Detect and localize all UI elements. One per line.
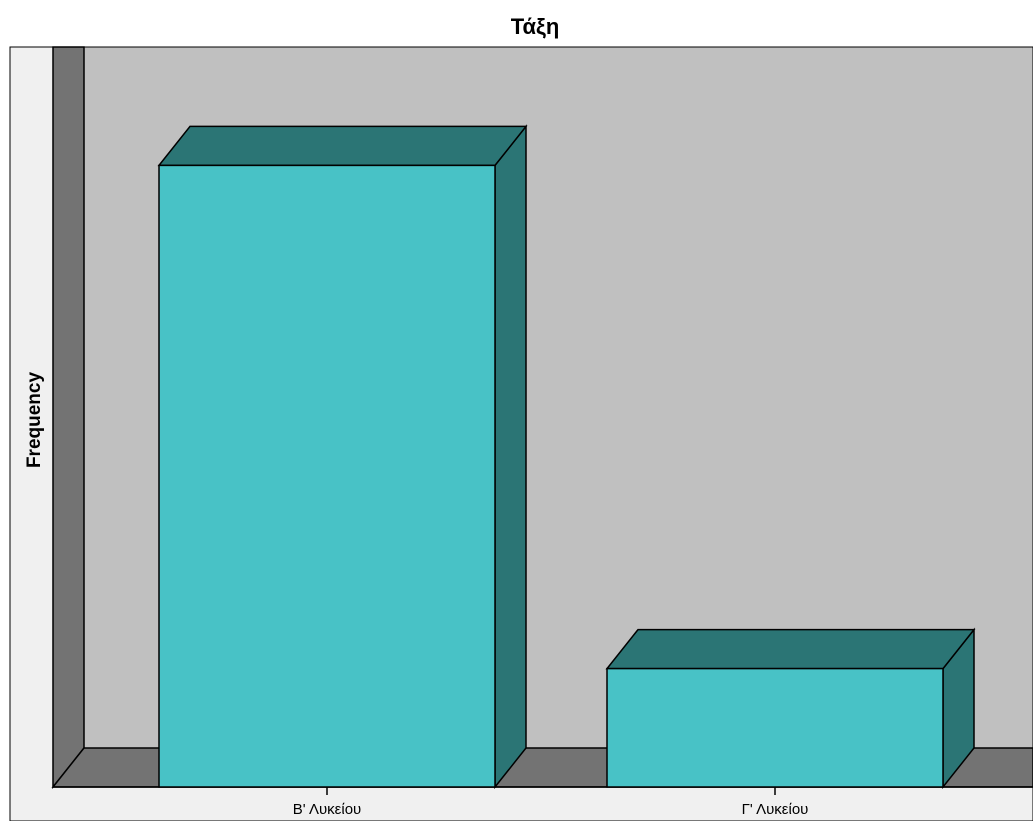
bar-front-face xyxy=(606,667,944,788)
bar-side-face xyxy=(494,124,527,790)
x-tick-label: Γ' Λυκείου xyxy=(742,801,809,818)
bar-1 xyxy=(157,124,528,790)
bar-2 xyxy=(605,627,976,790)
x-tick-label: Β' Λυκείου xyxy=(293,801,362,818)
y-axis-label: Frequency xyxy=(24,371,45,469)
bar-top-face xyxy=(157,125,528,167)
bar-top-face xyxy=(605,628,976,670)
bar-front-face xyxy=(158,164,496,788)
chart-title: Τάξη xyxy=(510,14,560,39)
left-wall xyxy=(52,46,85,790)
